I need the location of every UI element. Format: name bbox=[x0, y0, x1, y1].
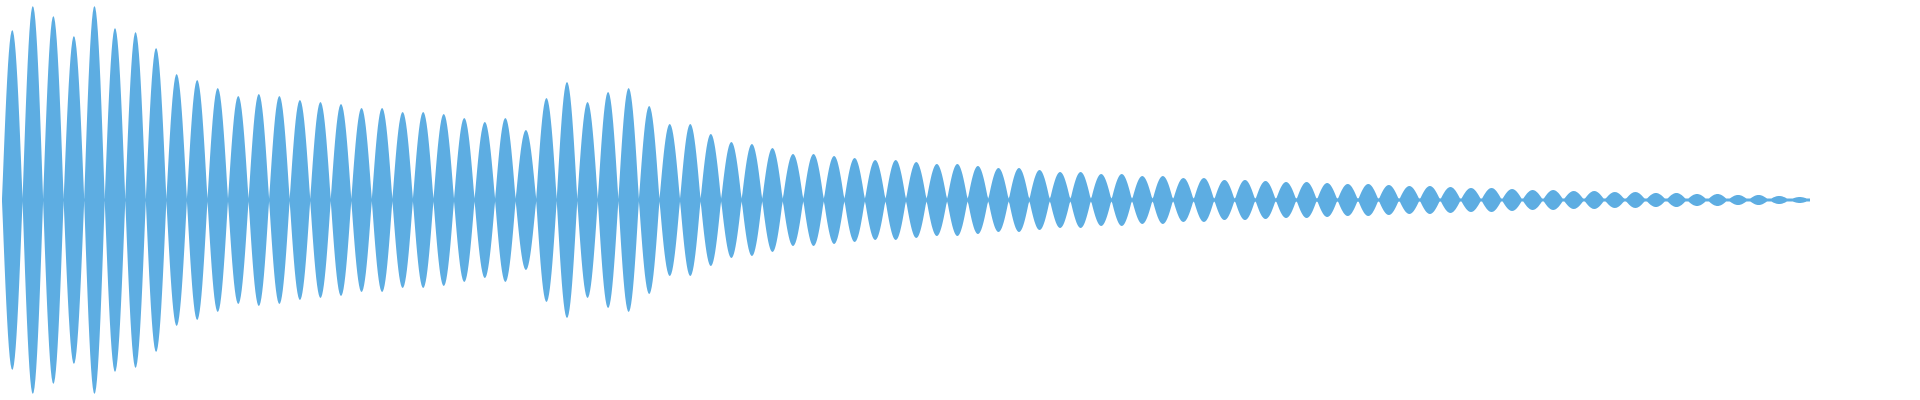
waveform-center-line bbox=[2, 198, 1810, 202]
waveform-lobes bbox=[2, 6, 1810, 394]
